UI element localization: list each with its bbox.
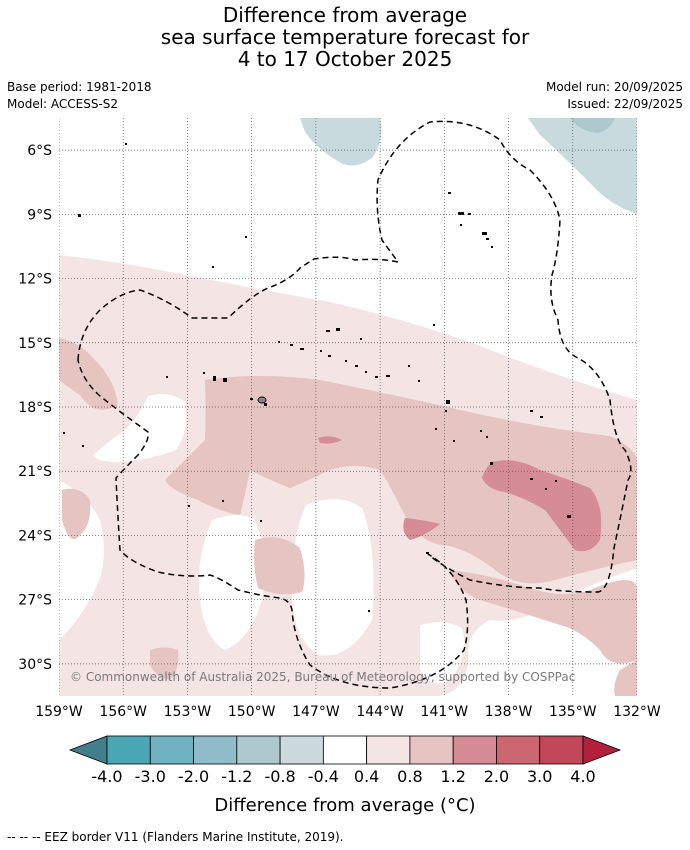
colorbar-segment [539, 735, 584, 765]
warm-area-1.2-central [403, 518, 440, 540]
title-line-2: sea surface temperature forecast for [160, 25, 530, 49]
colorbar-label: Difference from average (°C) [214, 795, 475, 816]
neutral-hole-7 [420, 622, 465, 684]
colorbar-segment [409, 735, 454, 765]
latitude-tick-label: 9°S [27, 207, 52, 223]
cool-anomaly-patch-west [300, 118, 382, 166]
colorbar-segment [322, 735, 368, 765]
longitude-labels: 159°W 156°W 153°W 150°W 147°W 144°W 141°W 138°W… [35, 704, 661, 720]
colorbar-extend-low [68, 735, 108, 765]
eez-legend-note: -- -- -- EEZ border V11 (Flanders Marine… [7, 830, 344, 844]
warm-area-0.8-southwest [62, 488, 91, 540]
colorbar-segment [452, 735, 497, 765]
longitude-tick-label: 147°W [292, 704, 340, 720]
issued-date: Issued: 22/09/2025 [567, 97, 683, 111]
colorbar-tick-label: 1.2 [440, 767, 465, 786]
latitude-tick-label: 21°S [18, 464, 52, 480]
base-period: Base period: 1981-2018 [7, 80, 152, 94]
warm-area-0.8-corner [614, 660, 637, 696]
longitude-tick-label: 135°W [549, 704, 597, 720]
warm-area-0.8-central [165, 376, 637, 584]
colorbar-extend-high [582, 735, 622, 765]
longitude-tick-label: 132°W [613, 704, 661, 720]
island-markers [63, 143, 571, 612]
colorbar-tick-label: 0.4 [354, 767, 379, 786]
model-run: Model run: 20/09/2025 [545, 80, 683, 94]
colorbar-tick-label: -1.2 [221, 767, 252, 786]
longitude-tick-label: 138°W [485, 704, 533, 720]
cool-anomaly-core-east [570, 118, 615, 133]
neutral-hole-3 [198, 515, 265, 650]
latitude-tick-label: 24°S [18, 528, 52, 544]
longitude-tick-label: 144°W [356, 704, 404, 720]
latitude-tick-label: 30°S [18, 657, 52, 673]
colorbar-tick-label: -4.0 [91, 767, 122, 786]
warm-area-0.8-west [59, 338, 118, 410]
warm-area-1.2-east [482, 460, 602, 552]
title-line-1: Difference from average [222, 3, 468, 27]
colorbar-segment [236, 735, 281, 765]
colorbar-segment [279, 735, 324, 765]
latitude-tick-label: 27°S [18, 593, 52, 609]
colorbar-tick-label: -2.0 [178, 767, 209, 786]
longitude-tick-label: 141°W [421, 704, 469, 720]
colorbar-segment [496, 735, 541, 765]
chart-title: Difference from average sea surface temp… [0, 4, 690, 70]
colorbar: -4.0 -3.0 -2.0 -1.2 -0.8 -0.4 0.4 0.8 1.2 2.0 3.0 4… [68, 735, 622, 786]
warm-area-0.8-southeast [450, 570, 637, 664]
colorbar-tick-label: 3.0 [527, 767, 552, 786]
longitude-tick-label: 156°W [99, 704, 147, 720]
colorbar-tick-label: 4.0 [570, 767, 595, 786]
island-large [257, 396, 267, 404]
title-line-3: 4 to 17 October 2025 [237, 47, 453, 71]
copyright-credit: © Commonwealth of Australia 2025, Bureau… [70, 670, 575, 684]
gridlines [59, 118, 637, 696]
cool-anomaly-patch-east [528, 118, 637, 214]
colorbar-segment [366, 735, 411, 765]
colorbar-tick-label: 2.0 [484, 767, 509, 786]
colorbar-segment [149, 735, 194, 765]
warm-area-0.8-south [254, 537, 305, 595]
latitude-tick-label: 15°S [18, 336, 52, 352]
neutral-hole-4 [291, 499, 374, 656]
colorbar-tick-label: 0.8 [397, 767, 422, 786]
warm-area-1.2-small [318, 436, 342, 444]
latitude-tick-label: 12°S [18, 272, 52, 288]
colorbar-segment [193, 735, 238, 765]
neutral-hole-1 [93, 394, 187, 462]
latitude-tick-label: 6°S [27, 143, 52, 159]
longitude-tick-label: 159°W [35, 704, 83, 720]
longitude-tick-label: 150°W [228, 704, 276, 720]
colorbar-segment [106, 735, 151, 765]
map-plot-area: © Commonwealth of Australia 2025, Bureau… [59, 118, 637, 696]
latitude-tick-label: 18°S [18, 400, 52, 416]
longitude-tick-label: 153°W [164, 704, 212, 720]
colorbar-tick-label: -0.8 [264, 767, 295, 786]
colorbar-tick-label: -0.4 [308, 767, 339, 786]
latitude-labels: 6°S 9°S 12°S 15°S 18°S 21°S 24°S 27°S 30°S [18, 143, 52, 673]
model-name: Model: ACCESS-S2 [7, 97, 119, 111]
colorbar-tick-label: -3.0 [135, 767, 166, 786]
eez-border-line [77, 120, 632, 689]
